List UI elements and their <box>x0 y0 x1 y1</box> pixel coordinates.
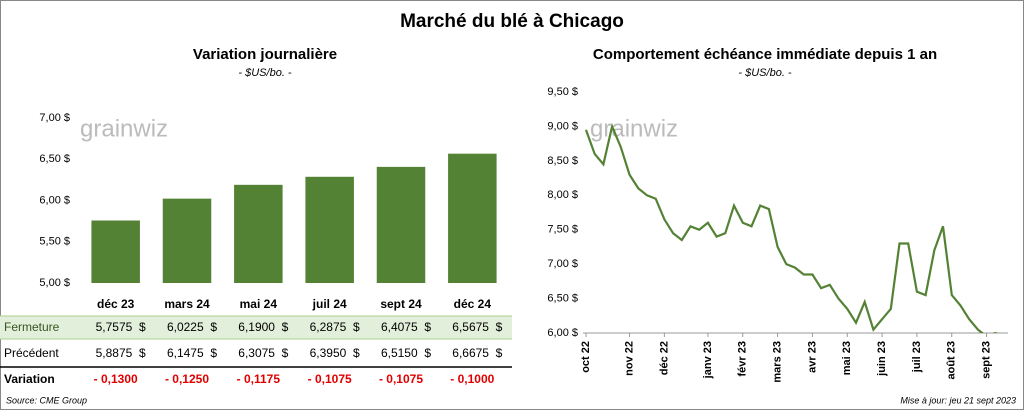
x-tick-label: juil 24 <box>312 297 347 311</box>
y-tick-label: 6,50 $ <box>39 153 70 165</box>
page-title: Marché du blé à Chicago <box>400 11 624 32</box>
x-tick-label: févr 23 <box>737 341 749 376</box>
bar <box>234 184 283 283</box>
table-cell: - 0,1300 <box>94 372 138 386</box>
x-tick-label: mai 23 <box>841 341 853 375</box>
table-cell: 6,1475 $ <box>167 346 217 360</box>
table-cell: 6,2875 $ <box>310 320 360 334</box>
table-cell: 5,8875 $ <box>96 346 146 360</box>
row-highlight <box>0 316 512 339</box>
y-tick-label: 6,00 $ <box>39 194 70 206</box>
x-tick-label: déc 22 <box>658 341 670 375</box>
table-cell: 6,4075 $ <box>381 320 431 334</box>
bar <box>91 220 140 283</box>
x-tick-label: août 23 <box>946 341 958 380</box>
bar-title: Variation journalière <box>193 46 337 63</box>
x-tick-label: avr 23 <box>806 341 818 373</box>
x-tick-label: sept 23 <box>980 341 992 379</box>
table-cell: 6,1900 $ <box>238 320 288 334</box>
source: Source: CME Group <box>6 395 87 405</box>
x-tick-label: juil 23 <box>911 341 923 373</box>
table-cell: 6,5675 $ <box>452 320 502 334</box>
watermark: grainwiz <box>590 115 678 142</box>
y-tick-label: 6,00 $ <box>547 327 578 339</box>
table-cell: 6,3950 $ <box>310 346 360 360</box>
x-tick-label: oct 22 <box>580 341 592 373</box>
bar <box>162 198 212 283</box>
row-label: Fermeture <box>4 320 60 334</box>
table-cell: 6,0225 $ <box>167 320 217 334</box>
x-tick-label: nov 22 <box>623 341 635 376</box>
y-tick-label: 5,50 $ <box>39 236 70 248</box>
y-tick-label: 8,00 $ <box>547 189 578 201</box>
x-tick-label: mars 24 <box>164 297 210 311</box>
table-cell: - 0,1000 <box>450 372 494 386</box>
watermark: grainwiz <box>80 115 168 142</box>
table-cell: 6,6675 $ <box>452 346 502 360</box>
x-tick-label: déc 23 <box>97 297 135 311</box>
row-label: Variation <box>4 372 55 386</box>
x-tick-label: déc 24 <box>454 297 492 311</box>
x-tick-label: sept 24 <box>380 297 422 311</box>
y-tick-label: 7,50 $ <box>547 224 578 236</box>
bar-subtitle: - $US/bo. - <box>238 67 292 79</box>
bar <box>376 166 426 283</box>
y-tick-label: 5,00 $ <box>39 277 70 289</box>
x-tick-label: juin 23 <box>876 341 888 377</box>
y-tick-label: 9,00 $ <box>547 120 578 132</box>
table-cell: - 0,1175 <box>237 372 281 386</box>
table-cell: 6,3075 $ <box>238 346 288 360</box>
table-cell: - 0,1250 <box>165 372 209 386</box>
y-tick-label: 6,50 $ <box>547 292 578 304</box>
x-tick-label: janv 23 <box>702 341 714 379</box>
y-tick-label: 7,00 $ <box>39 112 70 124</box>
table-cell: 5,7575 $ <box>96 320 146 334</box>
row-label: Précédent <box>4 346 59 360</box>
line-title: Comportement échéance immédiate depuis 1… <box>593 46 937 63</box>
updated: Mise à jour: jeu 21 sept 2023 <box>900 395 1016 405</box>
line-subtitle: - $US/bo. - <box>738 67 792 79</box>
y-tick-label: 7,00 $ <box>547 258 578 270</box>
x-tick-label: mai 24 <box>240 297 278 311</box>
table-cell: 6,5150 $ <box>381 346 431 360</box>
y-tick-label: 9,50 $ <box>547 86 578 98</box>
line-series <box>585 122 999 333</box>
y-tick-label: 8,50 $ <box>547 155 578 167</box>
bar <box>305 176 354 283</box>
table-cell: - 0,1075 <box>379 372 423 386</box>
bar <box>448 153 497 283</box>
x-tick-label: mars 23 <box>771 341 783 383</box>
table-cell: - 0,1075 <box>308 372 352 386</box>
